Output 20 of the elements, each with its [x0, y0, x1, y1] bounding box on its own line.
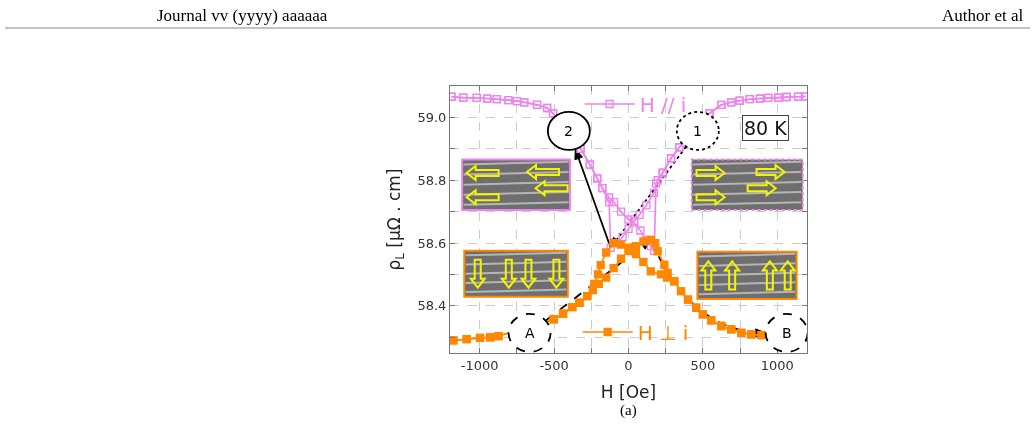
x-tick-label: 0	[624, 357, 633, 373]
x-tick-label: 1000	[760, 357, 794, 373]
annotation: A	[525, 325, 535, 341]
annotation: 80 K	[744, 117, 788, 139]
x-tick-label: -500	[539, 357, 569, 373]
text: Journal vv (yyyy) aaaaaa	[157, 6, 328, 25]
legend-label: H ⊥ i	[637, 320, 689, 345]
y-tick-label: 58.6	[417, 235, 447, 251]
y-tick-label: 58.8	[417, 172, 447, 188]
annotation: B	[782, 325, 792, 341]
y-tick-label: 59.0	[417, 109, 447, 125]
y-tick-label: 58.4	[417, 298, 447, 314]
x-axis-title: H [Oe]	[600, 382, 657, 402]
x-tick-label: -1000	[460, 357, 499, 373]
text: (a)	[620, 402, 637, 419]
x-tick-label: 500	[690, 357, 716, 373]
annotation: 2	[564, 123, 573, 139]
annotation: 1	[693, 123, 702, 139]
legend-label: H // i	[639, 92, 687, 117]
text: Author et al	[942, 6, 1024, 25]
